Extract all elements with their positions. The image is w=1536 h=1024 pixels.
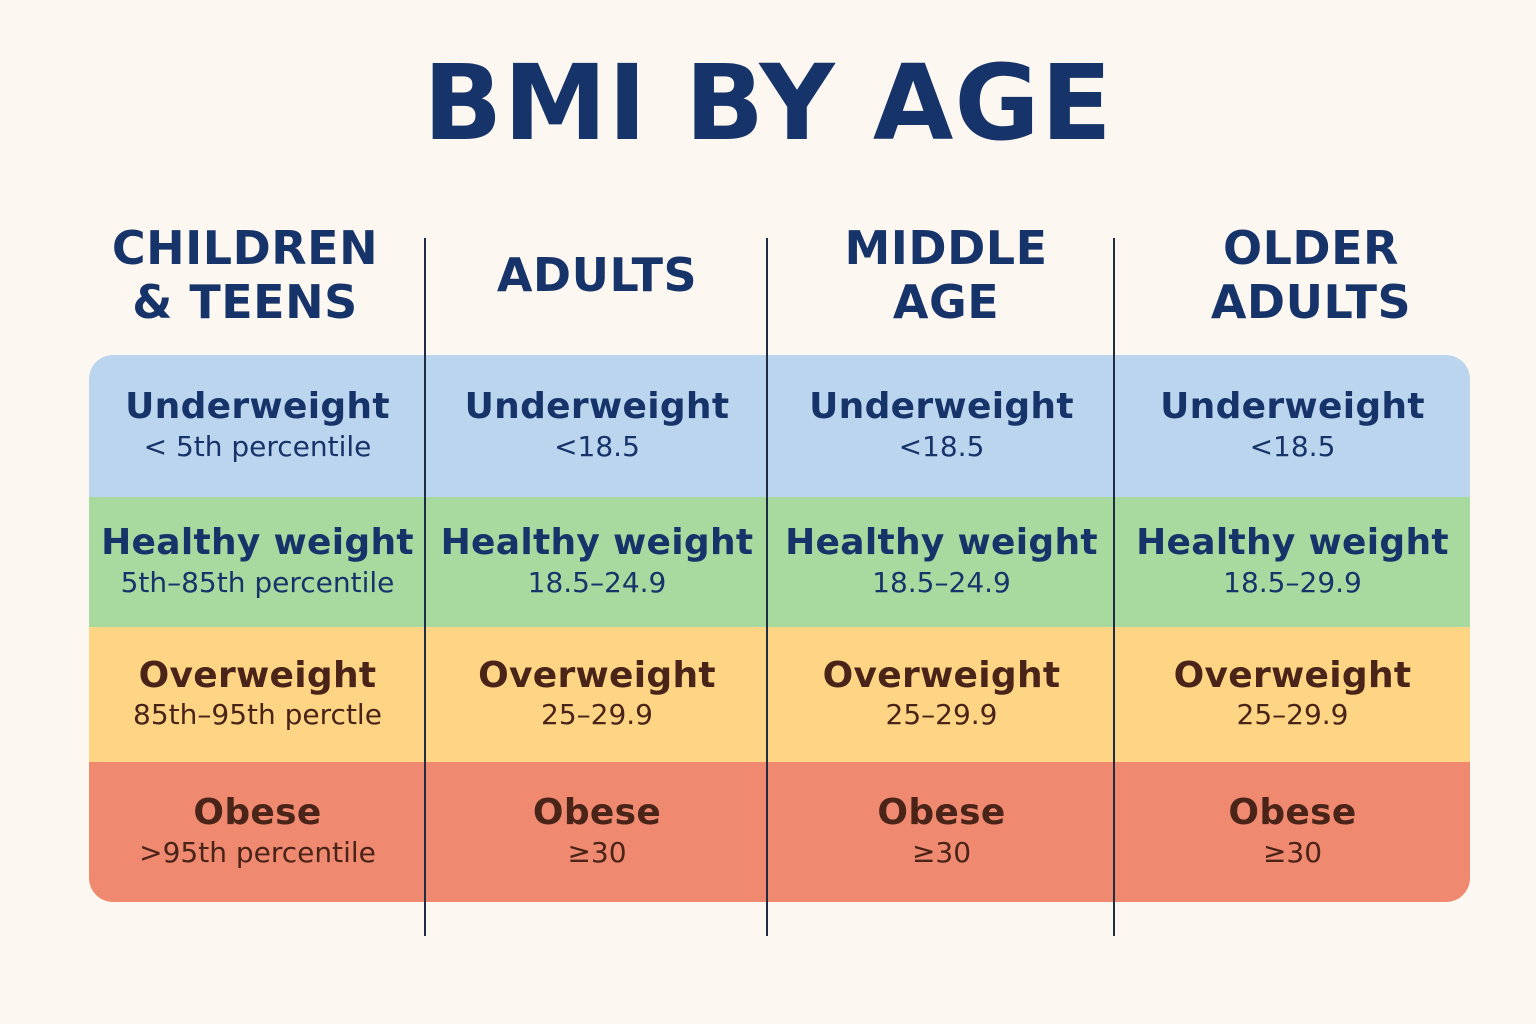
bmi-range: <18.5 bbox=[554, 429, 640, 463]
bmi-range: 18.5–24.9 bbox=[527, 565, 667, 599]
category-label: Underweight bbox=[1160, 386, 1425, 428]
table-cell: Overweight 85th–95th perctle bbox=[89, 627, 426, 762]
table-cell: Healthy weight 18.5–29.9 bbox=[1115, 497, 1470, 627]
bmi-range: 18.5–29.9 bbox=[1223, 565, 1362, 599]
bmi-range: 5th–85th percentile bbox=[120, 565, 395, 599]
category-label: Overweight bbox=[1173, 654, 1412, 696]
category-label: Obese bbox=[532, 792, 662, 834]
bmi-range: 25–29.9 bbox=[885, 698, 998, 732]
bmi-range: ≥30 bbox=[911, 835, 972, 869]
category-band bbox=[89, 355, 1470, 497]
bmi-range: 25–29.9 bbox=[1236, 698, 1349, 732]
category-label: Obese bbox=[877, 792, 1006, 834]
category-band bbox=[89, 627, 1470, 762]
table-cell: Obese ≥30 bbox=[768, 762, 1115, 902]
category-label: Overweight bbox=[822, 654, 1061, 696]
column-header: ADULTS bbox=[496, 247, 698, 302]
bmi-table: Underweight < 5th percentile Underweight <1… bbox=[89, 355, 1470, 902]
table-cell: Underweight <18.5 bbox=[768, 355, 1115, 497]
category-label: Healthy weight bbox=[101, 522, 414, 564]
category-label: Healthy weight bbox=[440, 522, 754, 564]
column-divider bbox=[1113, 238, 1115, 936]
column-divider bbox=[766, 238, 768, 936]
category-band bbox=[89, 497, 1470, 627]
bmi-range: ≥30 bbox=[1262, 835, 1323, 869]
table-cell: Overweight 25–29.9 bbox=[426, 627, 768, 762]
category-label: Healthy weight bbox=[1136, 522, 1449, 564]
table-cell: Underweight < 5th percentile bbox=[89, 355, 426, 497]
bmi-range: <18.5 bbox=[898, 429, 985, 463]
category-label: Underweight bbox=[464, 386, 730, 428]
table-cell: Overweight 25–29.9 bbox=[1115, 627, 1470, 762]
bmi-range: 85th–95th perctle bbox=[133, 698, 382, 732]
bmi-range: < 5th percentile bbox=[143, 429, 372, 463]
table-cell: Obese ≥30 bbox=[426, 762, 768, 902]
table-cell: Obese >95th percentile bbox=[89, 762, 426, 902]
column-header: OLDER ADULTS bbox=[1210, 220, 1412, 329]
category-label: Underweight bbox=[809, 386, 1074, 428]
bmi-range: 25–29.9 bbox=[541, 698, 653, 732]
category-label: Healthy weight bbox=[785, 522, 1098, 564]
table-cell: Underweight <18.5 bbox=[426, 355, 768, 497]
table-cell: Healthy weight 5th–85th percentile bbox=[89, 497, 426, 627]
bmi-range: >95th percentile bbox=[139, 835, 376, 869]
table-cell: Underweight <18.5 bbox=[1115, 355, 1470, 497]
table-cell: Healthy weight 18.5–24.9 bbox=[768, 497, 1115, 627]
column-header: CHILDREN & TEENS bbox=[111, 220, 379, 329]
chart-title: BMI BY AGE bbox=[423, 42, 1113, 164]
category-label: Overweight bbox=[138, 654, 377, 696]
category-label: Underweight bbox=[125, 386, 390, 428]
category-label: Obese bbox=[1228, 792, 1357, 834]
table-cell: Overweight 25–29.9 bbox=[768, 627, 1115, 762]
column-divider bbox=[424, 238, 426, 936]
bmi-range: 18.5–24.9 bbox=[872, 565, 1011, 599]
category-band bbox=[89, 762, 1470, 902]
bmi-range: <18.5 bbox=[1249, 429, 1336, 463]
bmi-range: ≥30 bbox=[567, 835, 627, 869]
table-cell: Obese ≥30 bbox=[1115, 762, 1470, 902]
table-cell: Healthy weight 18.5–24.9 bbox=[426, 497, 768, 627]
category-label: Overweight bbox=[478, 654, 716, 696]
category-label: Obese bbox=[193, 792, 322, 834]
column-header: MIDDLE AGE bbox=[844, 220, 1048, 329]
